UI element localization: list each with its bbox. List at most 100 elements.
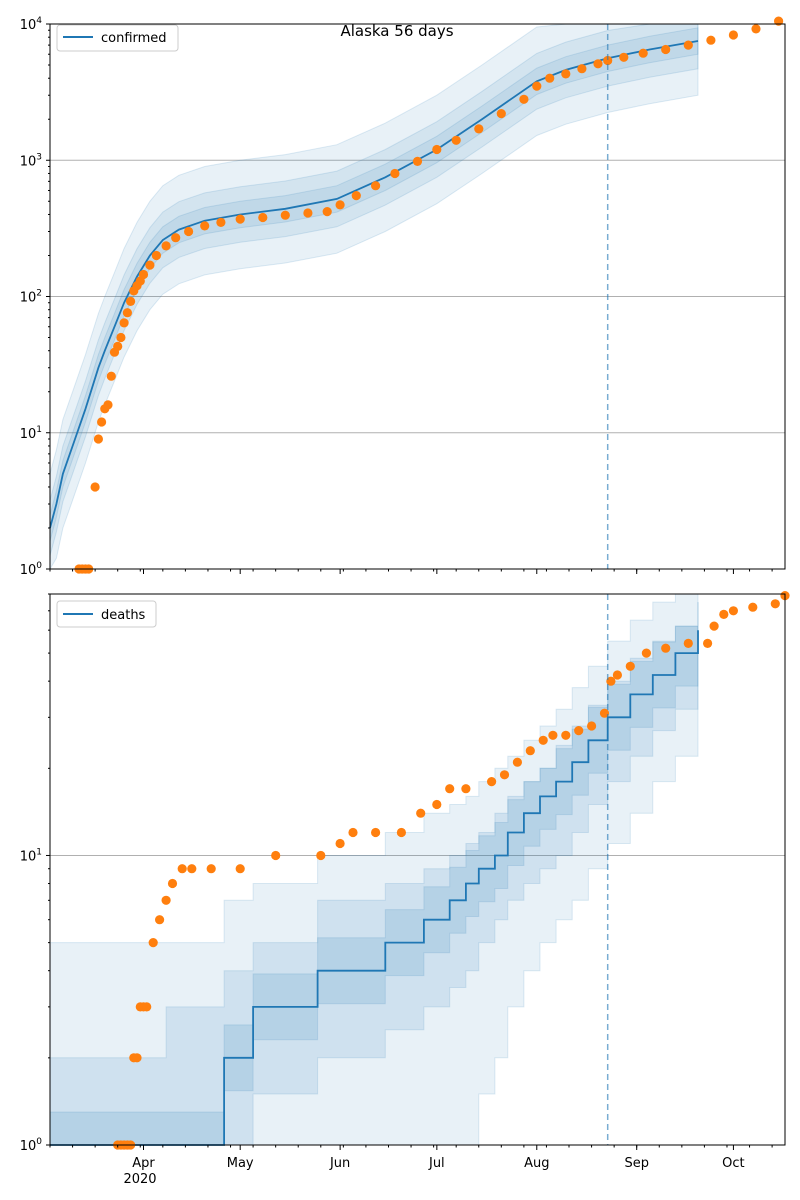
top-observed-point <box>216 217 226 227</box>
top-observed-point <box>577 64 587 74</box>
bottom-observed-point <box>271 850 281 861</box>
bottom-observed-point <box>148 938 158 948</box>
legend-deaths-label: deaths <box>101 608 146 623</box>
top-observed-point <box>145 260 155 270</box>
bottom-observed-point <box>487 777 497 787</box>
bottom-observed-point <box>512 757 523 767</box>
bottom-observed-point <box>719 609 729 620</box>
top-observed-point <box>638 48 648 58</box>
bottom-observed-point <box>499 770 510 780</box>
top-observed-point <box>113 341 123 351</box>
top-observed-point <box>619 52 629 62</box>
bottom-observed-point <box>161 895 171 905</box>
top-observed-point <box>90 482 100 492</box>
top-y-tick-label: 101 <box>20 425 42 442</box>
top-y-tick-label: 100 <box>20 561 43 578</box>
top-observed-point <box>683 40 693 50</box>
bottom-band-outer <box>49 593 699 1146</box>
top-observed-point <box>103 400 113 410</box>
top-observed-point <box>351 191 361 201</box>
bottom-observed-point <box>177 864 187 874</box>
top-legend: confirmed <box>56 24 179 52</box>
legend-confirmed-label: confirmed <box>101 31 167 46</box>
bottom-observed-point <box>132 1053 142 1063</box>
top-observed-point <box>661 44 671 55</box>
bottom-observed-point <box>625 661 635 671</box>
top-observed-point <box>97 417 107 427</box>
bottom-legend: deaths <box>56 600 157 628</box>
bottom-uncertainty-bands <box>49 593 699 1146</box>
bottom-observed-point <box>348 827 358 838</box>
top-observed-point <box>122 308 132 318</box>
x-tick-label: Aug <box>524 1156 549 1171</box>
top-observed-point <box>371 181 381 191</box>
top-observed-point <box>258 212 268 223</box>
bottom-panel: 100 101 deaths <box>20 591 790 1154</box>
x-tick-label: Apr <box>132 1156 155 1171</box>
top-observed-point <box>106 371 116 381</box>
top-y-tick-label: 102 <box>20 289 42 306</box>
bottom-observed-point <box>587 721 597 731</box>
top-observed-point <box>774 16 784 26</box>
top-observed-point <box>171 233 181 243</box>
bottom-observed-point <box>683 638 693 649</box>
bottom-observed-point <box>206 864 216 874</box>
top-observed-point <box>390 168 400 179</box>
top-model-line <box>49 40 699 529</box>
top-observed-point <box>93 434 103 444</box>
top-observed-point <box>561 69 571 79</box>
top-observed-point <box>706 35 716 45</box>
bottom-observed-point <box>187 864 197 874</box>
bottom-band-inner <box>49 602 699 1146</box>
bottom-observed-point <box>461 784 471 794</box>
top-observed-points <box>74 16 784 574</box>
top-observed-point <box>126 296 136 306</box>
top-observed-point <box>151 250 161 261</box>
bottom-observed-point <box>316 850 326 861</box>
top-observed-point <box>451 135 461 145</box>
bottom-observed-point <box>599 708 610 718</box>
bottom-observed-point <box>235 864 245 874</box>
top-observed-point <box>593 59 603 69</box>
bottom-y-tick-label: 100 <box>20 1137 43 1154</box>
x-tick-label: Jun <box>329 1156 350 1171</box>
bottom-observed-point <box>155 915 165 925</box>
bottom-observed-point <box>606 676 616 686</box>
top-observed-point <box>280 210 290 220</box>
bottom-observed-point <box>371 827 381 838</box>
bottom-observed-point <box>445 784 455 794</box>
bottom-observed-point <box>612 670 623 680</box>
top-observed-point <box>728 30 739 40</box>
bottom-y-tick-label: 101 <box>20 847 42 864</box>
top-observed-point <box>119 318 129 328</box>
top-observed-point <box>335 200 345 210</box>
x-year-label: 2020 <box>123 1172 156 1187</box>
bottom-observed-point <box>142 1002 152 1012</box>
top-observed-point <box>474 124 484 134</box>
x-tick-label: Jul <box>428 1156 445 1171</box>
bottom-observed-point <box>167 878 178 889</box>
top-y-tick-label: 103 <box>20 152 42 169</box>
top-observed-point <box>303 208 313 218</box>
top-observed-point <box>532 81 542 91</box>
top-uncertainty-bands <box>49 23 699 571</box>
top-observed-point <box>496 109 506 119</box>
top-band-2 <box>49 27 699 542</box>
bottom-observed-point <box>641 648 652 658</box>
top-observed-point <box>603 55 613 66</box>
top-y-tick-label: 104 <box>20 16 43 33</box>
bottom-observed-point <box>335 838 345 849</box>
bottom-frame <box>49 593 786 1146</box>
top-observed-point <box>412 156 423 166</box>
x-tick-label: May <box>227 1156 254 1171</box>
bottom-observed-point <box>661 643 671 653</box>
top-observed-point <box>138 269 149 280</box>
bottom-model-line <box>50 630 699 1146</box>
bottom-observed-point <box>538 735 548 745</box>
top-observed-point <box>235 214 245 224</box>
bottom-observed-point <box>770 599 780 609</box>
chart-title: Alaska 56 days <box>340 22 453 40</box>
bottom-observed-point <box>525 746 535 756</box>
bottom-band-mid <box>49 602 699 1146</box>
